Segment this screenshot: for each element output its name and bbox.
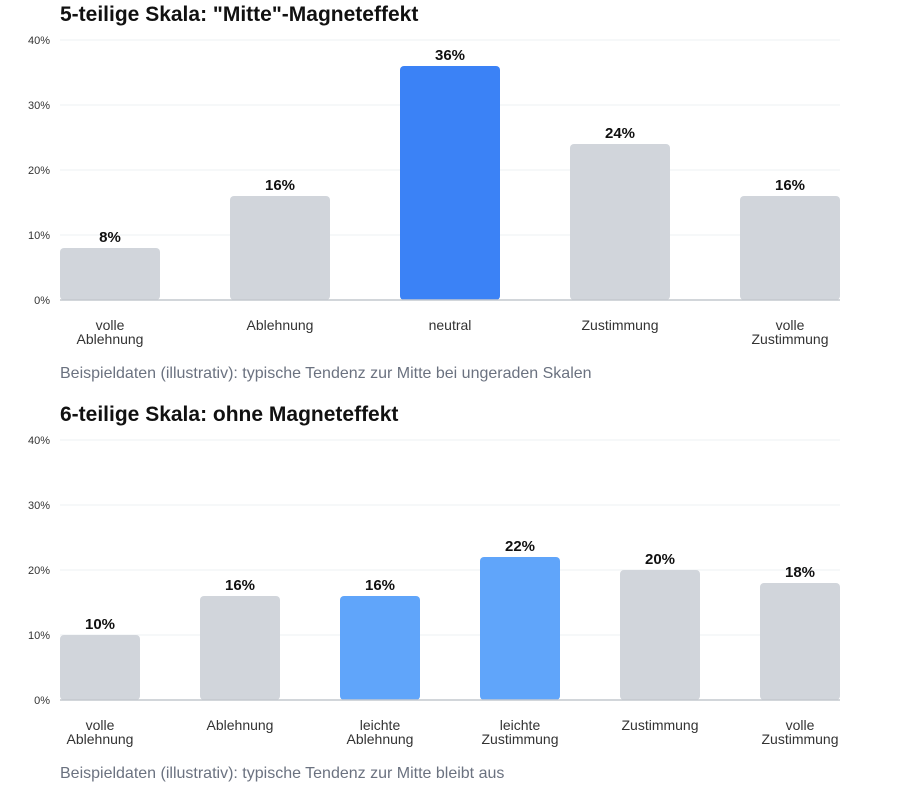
y-tick-label: 10% [28,230,50,242]
chart-2-title: 6-teilige Skala: ohne Magneteffekt [60,403,399,426]
bar-value-label: 18% [785,564,815,581]
bar-value-label: 16% [775,177,805,194]
bar [200,596,280,700]
bar-value-label: 16% [365,577,395,594]
x-category-label: neutral [429,317,472,333]
y-tick-label: 30% [28,500,50,512]
bar [400,66,500,300]
x-category-label-line: Zustimmung [481,731,558,747]
bar-value-label: 24% [605,125,635,142]
x-category-label: Zustimmung [621,717,698,733]
bar-value-label: 10% [85,616,115,633]
x-category-label: volle Ablehnung [77,317,144,347]
x-category-label: Zustimmung [581,317,658,333]
chart-2-caption: Beispieldaten (illustrativ): typische Te… [60,765,505,782]
y-tick-label: 0% [34,295,50,307]
bar-value-label: 22% [505,538,535,555]
x-category-label: volle Zustimmung [751,317,828,347]
bar-value-label: 16% [225,577,255,594]
bar [760,583,840,700]
y-tick-label: 20% [28,565,50,577]
bar [60,635,140,700]
x-category-label-line: Zustimmung [761,731,838,747]
x-category-label-line: Ablehnung [347,731,414,747]
chart-1-caption: Beispieldaten (illustrativ): typische Te… [60,365,592,382]
bar [570,144,670,300]
bar [620,570,700,700]
chart-1-plot: 0%10%20%30%40%8%volle Ablehnung16%Ablehnu… [28,35,840,347]
x-category-label-line: Zustimmung [621,717,698,733]
x-category-label-line: leichte [360,717,401,733]
x-category-label: volle Zustimmung [761,717,838,747]
x-category-label-line: Ablehnung [67,731,134,747]
x-category-label-line: leichte [500,717,541,733]
x-category-label-line: volle [96,317,125,333]
bar-value-label: 20% [645,551,675,568]
y-tick-label: 10% [28,630,50,642]
y-tick-label: 30% [28,100,50,112]
bar [60,248,160,300]
x-category-label: leichte Ablehnung [347,717,414,747]
x-category-label: volle Ablehnung [67,717,134,747]
x-category-label: Ablehnung [247,317,314,333]
x-category-label-line: Ablehnung [247,317,314,333]
bar [740,196,840,300]
bar [340,596,420,700]
x-category-label-line: Ablehnung [77,331,144,347]
bar-value-label: 36% [435,47,465,64]
x-category-label-line: volle [86,717,115,733]
x-category-label: Ablehnung [207,717,274,733]
x-category-label-line: Ablehnung [207,717,274,733]
x-category-label-line: neutral [429,317,472,333]
bar [230,196,330,300]
y-tick-label: 40% [28,435,50,447]
y-tick-label: 20% [28,165,50,177]
bar [480,557,560,700]
chart-2-plot: 0%10%20%30%40%10%volle Ablehnung16%Ablehn… [28,435,840,747]
bar-value-label: 16% [265,177,295,194]
y-tick-label: 40% [28,35,50,47]
x-category-label-line: Zustimmung [581,317,658,333]
x-category-label-line: volle [786,717,815,733]
y-tick-label: 0% [34,695,50,707]
x-category-label-line: Zustimmung [751,331,828,347]
chart-1-title: 5-teilige Skala: "Mitte"-Magneteffekt [60,3,419,26]
x-category-label: leichte Zustimmung [481,717,558,747]
bar-value-label: 8% [99,229,121,246]
x-category-label-line: volle [776,317,805,333]
